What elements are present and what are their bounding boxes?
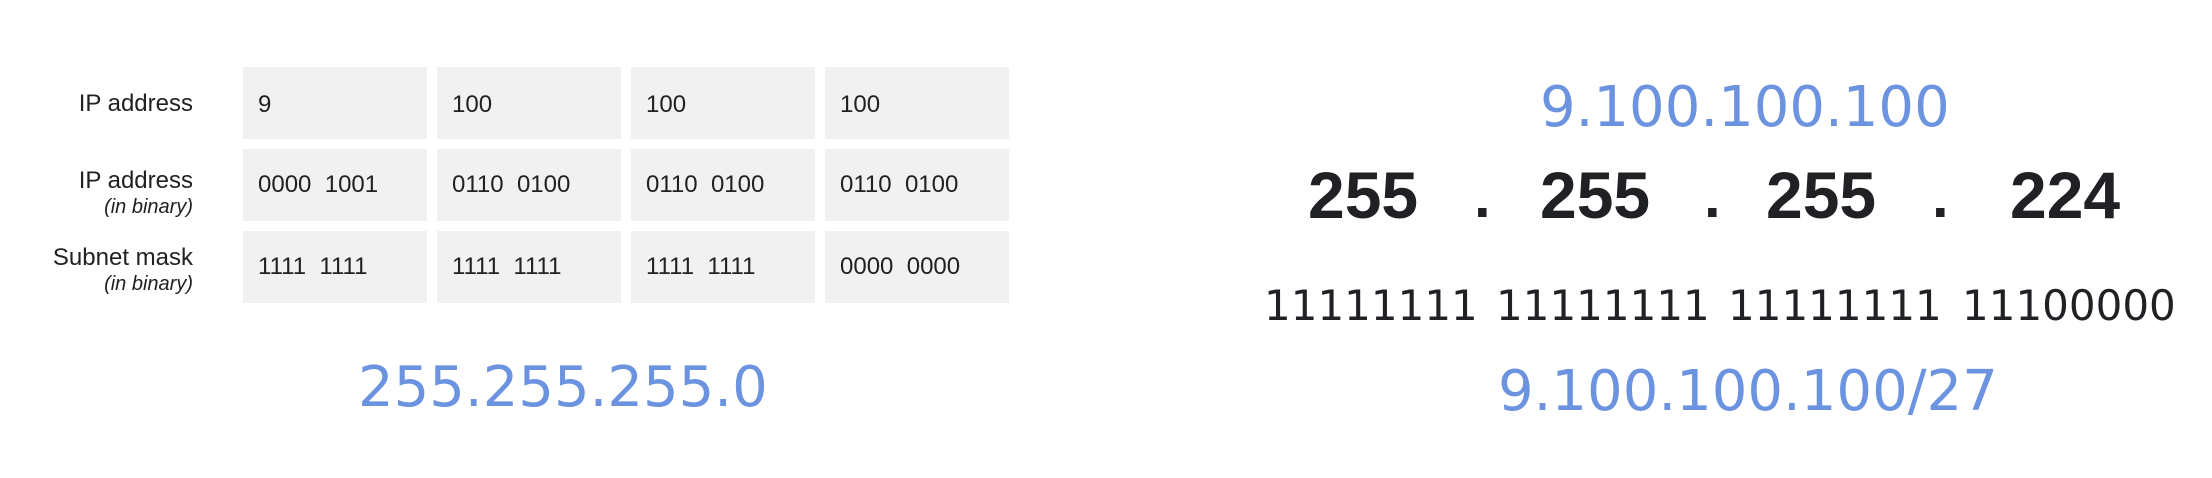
row-label-subnet-mask-binary: Subnet mask (in binary): [13, 244, 193, 296]
row-label-text: IP address: [78, 167, 193, 194]
ip-address-decimal: 9.100.100.100: [1540, 75, 1950, 140]
row-label-ip-address-binary: IP address (in binary): [13, 167, 193, 219]
left-subnet-mask-decimal: 255.255.255.0: [358, 355, 768, 420]
mask-binary-octet: 11111111: [1728, 281, 1942, 330]
table-cell: 1111 1111: [243, 231, 427, 303]
table-cell: 100: [631, 67, 815, 139]
table-cell: 0000 0000: [825, 231, 1009, 303]
table-cell: 100: [825, 67, 1009, 139]
row-sublabel-text: (in binary): [104, 273, 193, 295]
mask-octet: 255: [1540, 158, 1651, 232]
table-cell: 0110 0100: [825, 149, 1009, 221]
mask-octet: 255: [1308, 158, 1419, 232]
octet-separator: .: [1474, 163, 1491, 230]
row-label-ip-address: IP address: [13, 90, 193, 118]
table-cell: 1111 1111: [631, 231, 815, 303]
table-cell: 100: [437, 67, 621, 139]
table-cell: 1111 1111: [437, 231, 621, 303]
table-cell: 9: [243, 67, 427, 139]
mask-octet: 255: [1766, 158, 1877, 232]
cidr-notation: 9.100.100.100/27: [1498, 359, 1998, 424]
mask-binary-octet: 11111111: [1264, 281, 1478, 330]
row-label-text: Subnet mask: [52, 244, 193, 271]
mask-binary-octet: 11100000: [1962, 281, 2176, 330]
mask-binary-octet: 11111111: [1496, 281, 1710, 330]
table-cell: 0110 0100: [631, 149, 815, 221]
mask-octet: 224: [2010, 158, 2121, 232]
table-cell: 0110 0100: [437, 149, 621, 221]
row-sublabel-text: (in binary): [104, 196, 193, 218]
octet-separator: .: [1704, 163, 1721, 230]
table-cell: 0000 1001: [243, 149, 427, 221]
row-label-text: IP address: [78, 90, 193, 117]
octet-separator: .: [1932, 163, 1949, 230]
